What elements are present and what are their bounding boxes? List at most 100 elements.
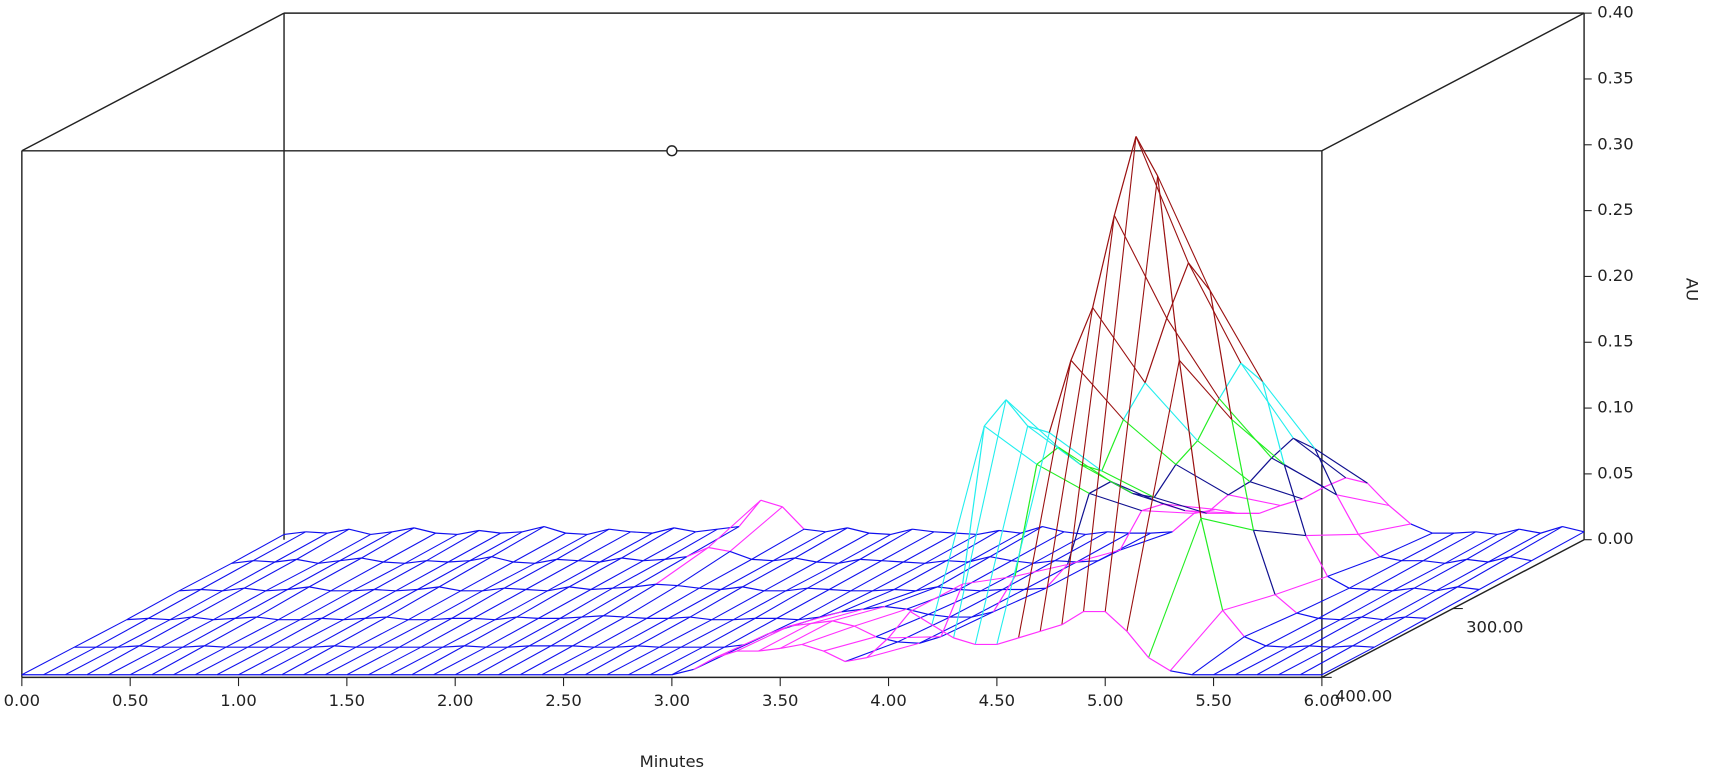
mesh-row-segment [890,528,913,536]
mesh-row-segment [881,560,904,563]
mesh-column-segment [698,558,752,589]
mesh-column-segment [299,590,353,621]
mesh-row-segment [847,527,870,534]
mesh-row-segment [953,637,976,646]
mesh-column-segment [1327,556,1381,577]
mesh-column-segment [1404,586,1458,618]
mesh-column-segment [1339,590,1393,621]
mesh-row-segment [117,645,140,648]
mesh-row-segment [869,532,891,536]
mesh-column-segment [1352,616,1406,647]
mesh-row-segment [1265,645,1288,648]
mesh-column-segment [231,533,285,564]
mesh-column-segment [1435,561,1489,592]
mesh-row-segment [457,529,480,536]
mesh-row-segment [888,611,911,639]
mesh-row-segment [572,645,595,648]
mesh-row-segment [213,617,236,621]
mesh-column-segment [287,560,341,590]
mesh-row-segment [1122,382,1146,420]
mesh-row-segment [235,616,257,619]
mesh-row-segment [708,546,731,553]
mesh-column-segment [1253,529,1306,537]
mesh-column-segment [433,646,487,676]
mesh-row-segment [516,616,539,619]
mesh-column-segment [1314,448,1368,484]
mesh-column-segment [686,526,740,558]
y-axis-label: AU [1683,278,1702,301]
x-tick-label: 2.00 [437,691,473,710]
mesh-row-segment [1098,549,1121,562]
mesh-column-segment [953,399,1007,638]
mesh-column-segment [1039,307,1094,632]
y-tick-label: 0.30 [1597,134,1633,153]
mesh-column-segment [234,589,288,619]
x-tick-label: 0.00 [4,691,40,710]
mesh-row-segment [934,531,956,534]
mesh-row-segment [1274,594,1298,614]
mesh-row-segment [182,645,205,648]
x-tick-label: 0.50 [112,691,148,710]
mesh-row-segment [1423,560,1446,564]
y-tick-label: 0.25 [1597,200,1633,219]
mesh-row-segment [361,557,384,563]
mesh-row-segment [348,528,371,536]
mesh-row-segment [148,617,171,621]
mesh-row-segment [1061,611,1084,626]
mesh-row-segment [1305,535,1329,577]
mesh-row-segment [733,617,756,621]
mesh-row-segment [1488,556,1511,563]
mesh-column-segment [924,533,978,564]
mesh-column-segment [222,561,276,592]
mesh-row-segment [686,546,709,558]
mesh-row-segment [1178,360,1202,519]
x-tick-label: 1.00 [220,691,256,710]
mesh-column-segment [578,531,631,562]
mesh-row-segment [1392,587,1415,592]
mesh-row-segment [729,550,752,560]
mesh-row-segment [560,616,582,619]
mesh-column-segment [498,645,552,676]
mesh-row-segment [738,499,762,527]
mesh-column-segment [1318,589,1372,619]
mesh-row-segment [1323,477,1346,488]
mesh-column-segment [411,645,465,676]
mesh-column-segment [1079,463,1133,494]
mesh-row-segment [643,558,665,562]
mesh-row-segment [652,527,675,534]
mesh-row-segment [816,561,839,564]
mesh-column-segment [559,587,613,619]
mesh-column-segment [1370,560,1424,590]
mesh-row-segment [1540,525,1563,534]
mesh-row-segment [478,529,501,534]
mesh-column-segment [720,560,774,590]
mesh-column-segment [129,646,183,676]
mesh-row-segment [859,558,882,562]
mesh-row-segment [1018,630,1041,639]
mesh-column-segment [178,562,232,592]
mesh-row-segment [928,613,951,618]
mesh-row-segment [625,616,647,619]
mesh-column-segment [464,616,518,647]
mesh-row-segment [312,645,335,648]
mesh-row-segment [668,616,691,619]
mesh-column-segment [628,646,682,676]
mesh-row-segment [1244,636,1267,647]
mesh-row-segment [773,557,796,562]
mesh-row-segment [581,615,604,618]
mesh-column-segment [668,589,722,619]
mesh-row-segment [1383,616,1406,621]
mesh-column-segment [949,589,1003,618]
mesh-row-segment [1240,362,1263,382]
mesh-row-segment [1457,586,1480,591]
mesh-row-segment [1141,503,1164,512]
mesh-column-segment [989,526,1043,558]
z-tick-label: 300.00 [1466,618,1523,637]
mesh-row-segment [1175,440,1198,465]
mesh-column-segment [594,617,648,648]
mesh-row-segment [1283,464,1307,536]
mesh-row-segment [334,645,357,648]
mesh-row-segment [1107,531,1130,534]
mesh-row-segment [1166,262,1189,319]
mesh-column-segment [476,645,530,676]
